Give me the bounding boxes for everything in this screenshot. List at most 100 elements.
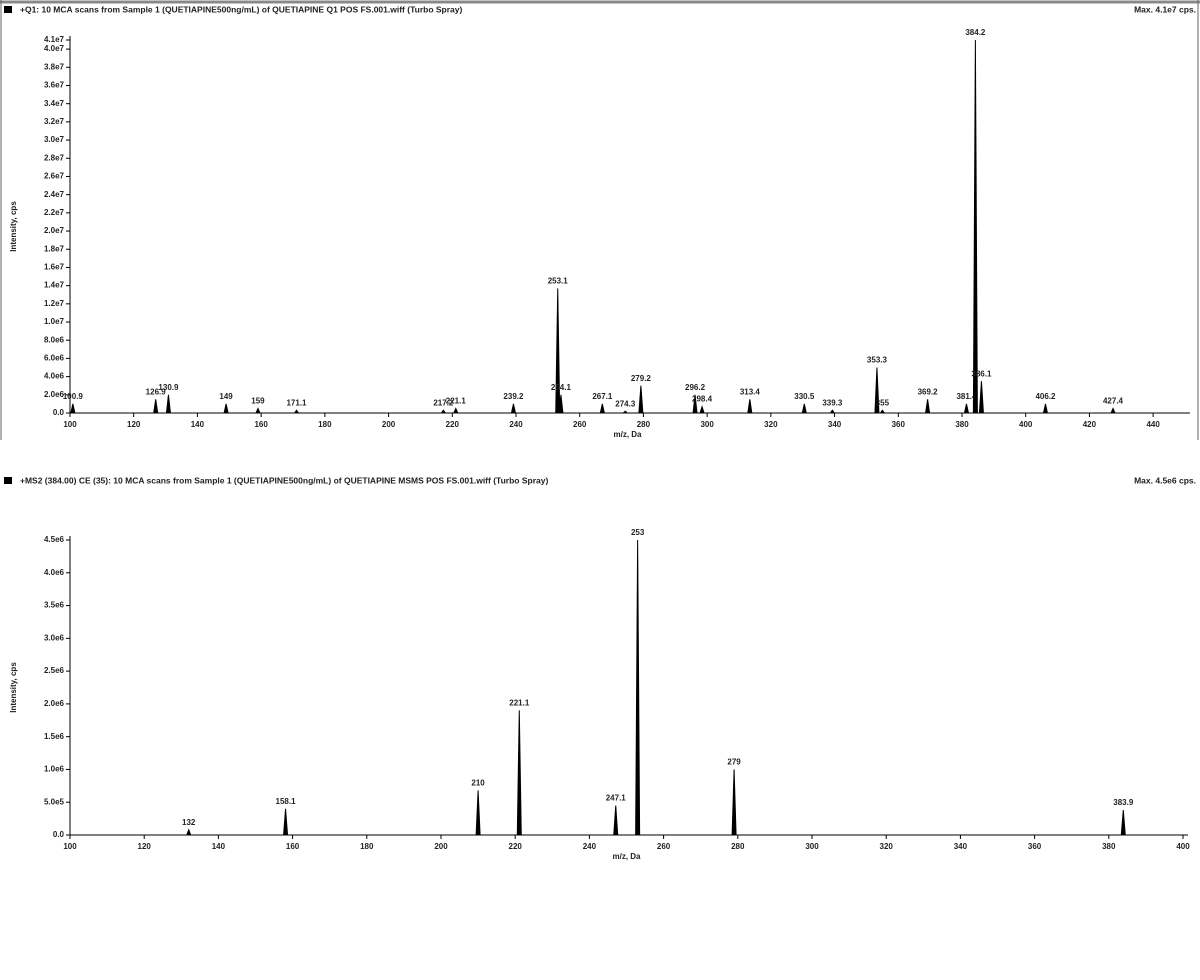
x-tick-label: 380 [955,420,969,429]
x-tick-label: 120 [138,842,152,851]
peak [475,790,481,836]
y-tick-label: 3.6e7 [44,81,65,90]
peak-label: 132 [182,818,196,827]
peak [1042,403,1049,414]
x-axis-label: m/z, Da [613,430,642,439]
header-icon [4,6,12,13]
peak-label: 100.9 [63,392,84,401]
peak-label: 158.1 [276,797,297,806]
x-tick-label: 440 [1146,420,1160,429]
peak [699,404,705,414]
y-tick-label: 2.5e6 [44,666,65,675]
peak [613,805,619,836]
peak-label: 384.2 [965,28,986,37]
x-tick-label: 360 [1028,842,1042,851]
y-axis-label: Intensity, cps [9,662,18,713]
y-tick-label: 1.0e7 [44,317,65,326]
x-tick-label: 220 [446,420,460,429]
peak-label: 386.1 [971,369,992,378]
peak [70,403,76,414]
peak-label: 274.3 [615,399,636,408]
peak [978,381,984,414]
x-tick-label: 240 [509,420,523,429]
y-tick-label: 3.4e7 [44,99,65,108]
peak-label: 296.2 [685,383,706,392]
peak [801,403,807,414]
peak [440,409,447,414]
x-tick-label: 240 [583,842,597,851]
y-tick-label: 5.0e5 [44,797,65,806]
peak [829,409,836,414]
y-tick-label: 1.0e6 [44,765,65,774]
x-tick-label: 320 [880,842,894,851]
peak-label: 221.1 [446,397,467,406]
peak-label: 279.2 [631,374,652,383]
y-tick-label: 4.5e6 [44,535,65,544]
peak [558,394,564,414]
peak-label: 330.5 [794,392,815,401]
y-tick-label: 1.8e7 [44,244,65,253]
peak-label: 221.1 [509,699,530,708]
x-tick-label: 160 [286,842,300,851]
peak-label: 427.4 [1103,397,1124,406]
peak [165,394,171,414]
x-tick-label: 260 [657,842,671,851]
y-tick-label: 4.0e6 [44,568,65,577]
peak [153,399,159,414]
max-intensity: Max. 4.1e7 cps. [1134,4,1196,14]
y-tick-label: 3.0e7 [44,135,65,144]
y-tick-label: 3.5e6 [44,601,65,610]
peak [510,403,517,414]
y-axis-label: Intensity, cps [9,201,18,252]
x-tick-label: 340 [954,842,968,851]
peak [635,539,641,836]
peak [972,39,978,414]
peak-label: 406.2 [1035,392,1056,401]
peak-label: 313.4 [740,387,761,396]
y-tick-label: 4.0e7 [44,44,65,53]
peak-label: 159 [251,397,265,406]
x-tick-label: 180 [318,420,332,429]
peak-label: 239.2 [503,392,524,401]
peak [621,410,629,414]
x-tick-label: 220 [509,842,523,851]
peak [731,769,737,836]
peak-label: 279 [727,758,741,767]
peak-label: 149 [219,392,233,401]
x-tick-label: 400 [1176,842,1190,851]
y-tick-label: 2.2e7 [44,208,65,217]
peak [638,385,644,414]
peak-label: 267.1 [592,392,613,401]
peak-label: 383.9 [1113,798,1134,807]
x-tick-label: 280 [731,842,745,851]
peak-label: 126.9 [146,387,167,396]
y-tick-label: 1.4e7 [44,281,65,290]
peak [874,367,880,414]
peak [692,394,698,414]
x-tick-label: 340 [828,420,842,429]
peak [555,288,561,414]
x-tick-label: 300 [805,842,819,851]
x-tick-label: 280 [637,420,651,429]
y-tick-label: 2.4e7 [44,190,65,199]
y-tick-label: 2.0e6 [44,699,65,708]
x-tick-label: 180 [360,842,374,851]
x-tick-label: 400 [1019,420,1033,429]
x-tick-label: 380 [1102,842,1116,851]
y-tick-label: 4.0e6 [44,372,65,381]
x-tick-label: 300 [700,420,714,429]
peak [963,403,970,414]
x-tick-label: 200 [382,420,396,429]
peak [747,399,753,414]
peak-label: 247.1 [606,794,627,803]
peak [516,710,522,836]
peak-label: 355 [876,398,890,407]
y-tick-label: 1.6e7 [44,263,65,272]
peak [1120,810,1126,836]
peak-label: 253.1 [548,276,569,285]
x-tick-label: 120 [127,420,141,429]
x-tick-label: 140 [212,842,226,851]
y-tick-label: 2.8e7 [44,153,65,162]
x-tick-label: 200 [434,842,448,851]
